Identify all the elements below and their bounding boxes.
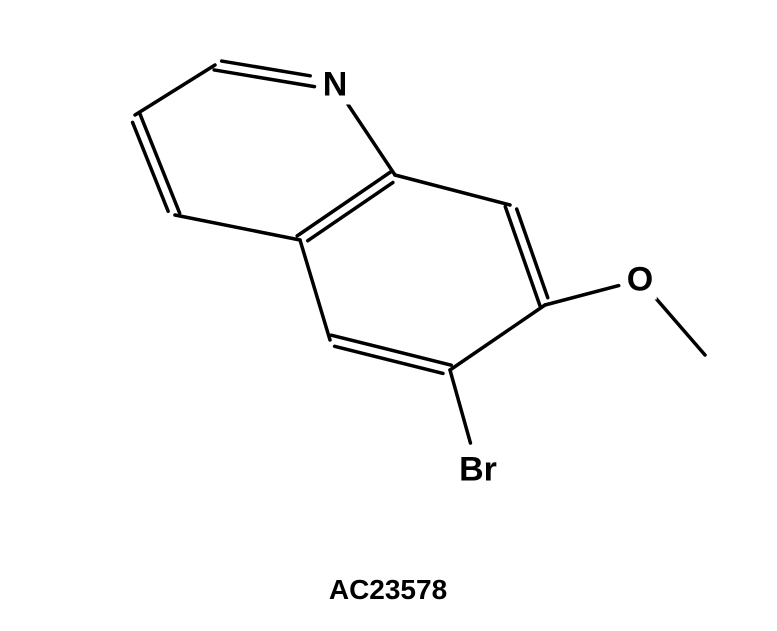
- atom-label-o: O: [623, 261, 657, 300]
- atom-label-n: N: [319, 66, 352, 105]
- molecule-svg: [0, 0, 777, 631]
- atom-label-br: Br: [455, 451, 501, 490]
- figure-canvas: N O Br AC23578: [0, 0, 777, 631]
- compound-id: AC23578: [329, 574, 447, 606]
